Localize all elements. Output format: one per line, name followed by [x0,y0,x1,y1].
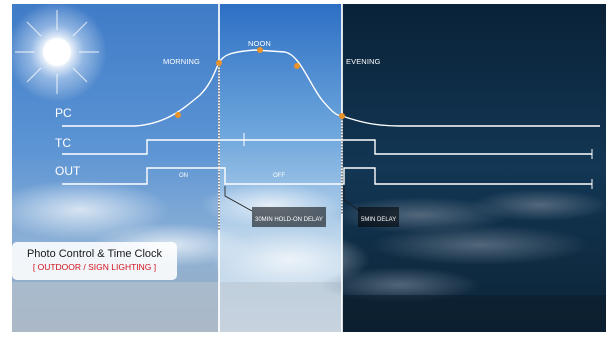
phase-morning-label: MORNING [163,57,200,66]
short-delay-text: 5MIN DELAY [361,217,397,223]
state-off-label: OFF [273,173,285,179]
signal-out-label: OUT [55,164,81,178]
state-on-label: ON [179,173,188,179]
phase-evening-label: EVENING [346,57,381,66]
phase-noon-label: NOON [248,39,271,48]
tc-signal [62,139,592,155]
hold-delay-leader [224,186,253,212]
sun-icon [7,2,107,102]
caption-box: Photo Control & Time Clock [ OUTDOOR / S… [12,242,177,280]
caption-title: Photo Control & Time Clock [26,248,163,260]
short-delay-annotation: 5MIN DELAY [358,207,400,227]
signal-pc-label: PC [55,106,72,120]
transition-markers [218,63,343,230]
short-delay-leader [343,186,361,212]
night-clouds [320,189,610,303]
night-horizon [342,295,606,332]
hold-delay-annotation: 30MIN HOLD-ON DELAY [252,207,326,227]
hold-delay-text: 30MIN HOLD-ON DELAY [255,217,323,223]
day-horizon [12,282,342,332]
curve-markers [175,47,345,119]
signal-tc-label: TC [55,136,71,150]
caption-subtitle: [ OUTDOOR / SIGN LIGHTING ] [32,262,157,272]
out-signal [62,167,592,185]
